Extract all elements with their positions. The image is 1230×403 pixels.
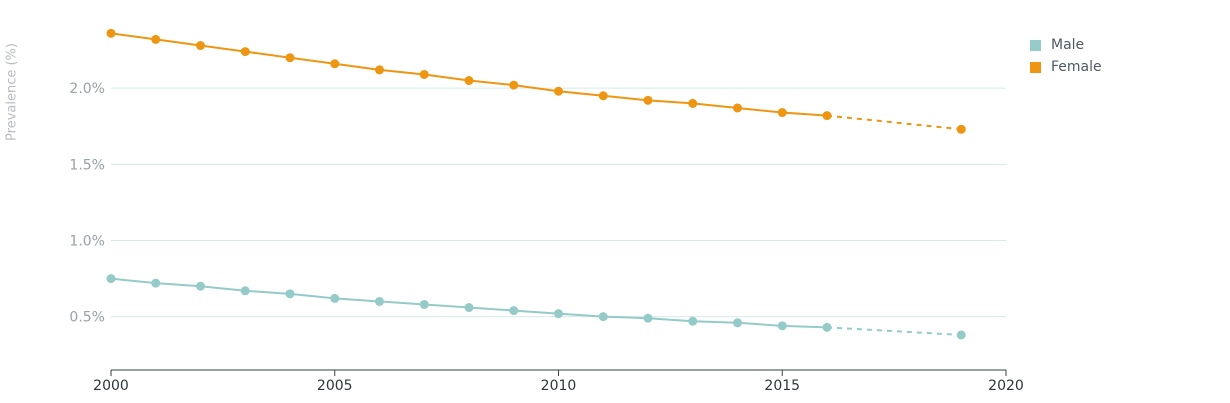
point-male[interactable] <box>643 313 653 323</box>
point-female[interactable] <box>688 98 698 108</box>
legend-label-female: Female <box>1051 59 1102 75</box>
point-male[interactable] <box>106 274 116 284</box>
legend-swatch-male <box>1030 39 1041 51</box>
point-female[interactable] <box>733 103 742 113</box>
y-tick-label: 1.0% <box>69 234 105 250</box>
x-tick-label: 2000 <box>93 378 129 394</box>
point-female[interactable] <box>106 28 116 38</box>
point-male[interactable] <box>285 289 295 299</box>
legend-item-male[interactable]: Male <box>1030 34 1102 56</box>
point-female[interactable] <box>196 41 205 51</box>
series-line-female <box>110 32 828 117</box>
x-tick-label: 2010 <box>541 378 577 394</box>
point-male[interactable] <box>509 306 519 316</box>
series-male <box>106 274 966 340</box>
x-tick-label: 2005 <box>317 378 353 394</box>
legend-swatch-female <box>1030 61 1041 73</box>
point-female[interactable] <box>375 65 384 75</box>
point-male[interactable] <box>240 286 250 296</box>
point-male[interactable] <box>777 321 787 331</box>
gridlines <box>111 87 1006 318</box>
y-tick-labels: 0.5% 1.0% 1.5% 2.0% <box>69 81 105 326</box>
point-female[interactable] <box>554 86 563 96</box>
point-male[interactable] <box>688 316 698 326</box>
point-female[interactable] <box>598 91 608 101</box>
x-tick-label: 2020 <box>988 378 1024 394</box>
point-male[interactable] <box>196 281 205 291</box>
series-projection-male <box>826 326 962 336</box>
point-female[interactable] <box>777 108 787 118</box>
point-male[interactable] <box>419 299 429 309</box>
point-female[interactable] <box>151 34 161 44</box>
y-axis-title: Prevalence (%) <box>4 43 20 141</box>
point-female[interactable] <box>285 53 295 63</box>
x-axis: 2000 2005 2010 2015 2020 <box>93 369 1024 394</box>
point-female[interactable] <box>419 69 429 79</box>
point-female[interactable] <box>822 111 832 121</box>
point-male[interactable] <box>598 312 608 322</box>
point-female[interactable] <box>330 59 340 69</box>
y-tick-label: 1.5% <box>69 157 105 173</box>
point-female[interactable] <box>509 80 519 90</box>
y-tick-label: 0.5% <box>69 310 105 326</box>
series-layer <box>106 28 966 340</box>
point-male[interactable] <box>822 322 832 332</box>
series-projection-female <box>826 114 962 131</box>
point-female[interactable] <box>956 124 966 134</box>
y-tick-label: 2.0% <box>69 81 105 97</box>
point-male[interactable] <box>956 330 966 340</box>
x-tick-label: 2015 <box>764 378 800 394</box>
point-female[interactable] <box>464 76 474 86</box>
point-male[interactable] <box>464 303 474 313</box>
point-female[interactable] <box>240 47 250 57</box>
point-male[interactable] <box>733 318 742 328</box>
series-line-male <box>110 277 828 329</box>
legend-item-female[interactable]: Female <box>1030 56 1102 78</box>
legend-label-male: Male <box>1051 37 1085 53</box>
point-male[interactable] <box>330 293 340 303</box>
point-female[interactable] <box>643 95 653 105</box>
point-male[interactable] <box>151 278 161 288</box>
legend: Male Female <box>1030 34 1102 78</box>
point-male[interactable] <box>554 309 563 319</box>
point-male[interactable] <box>375 296 384 306</box>
series-female <box>106 28 966 134</box>
